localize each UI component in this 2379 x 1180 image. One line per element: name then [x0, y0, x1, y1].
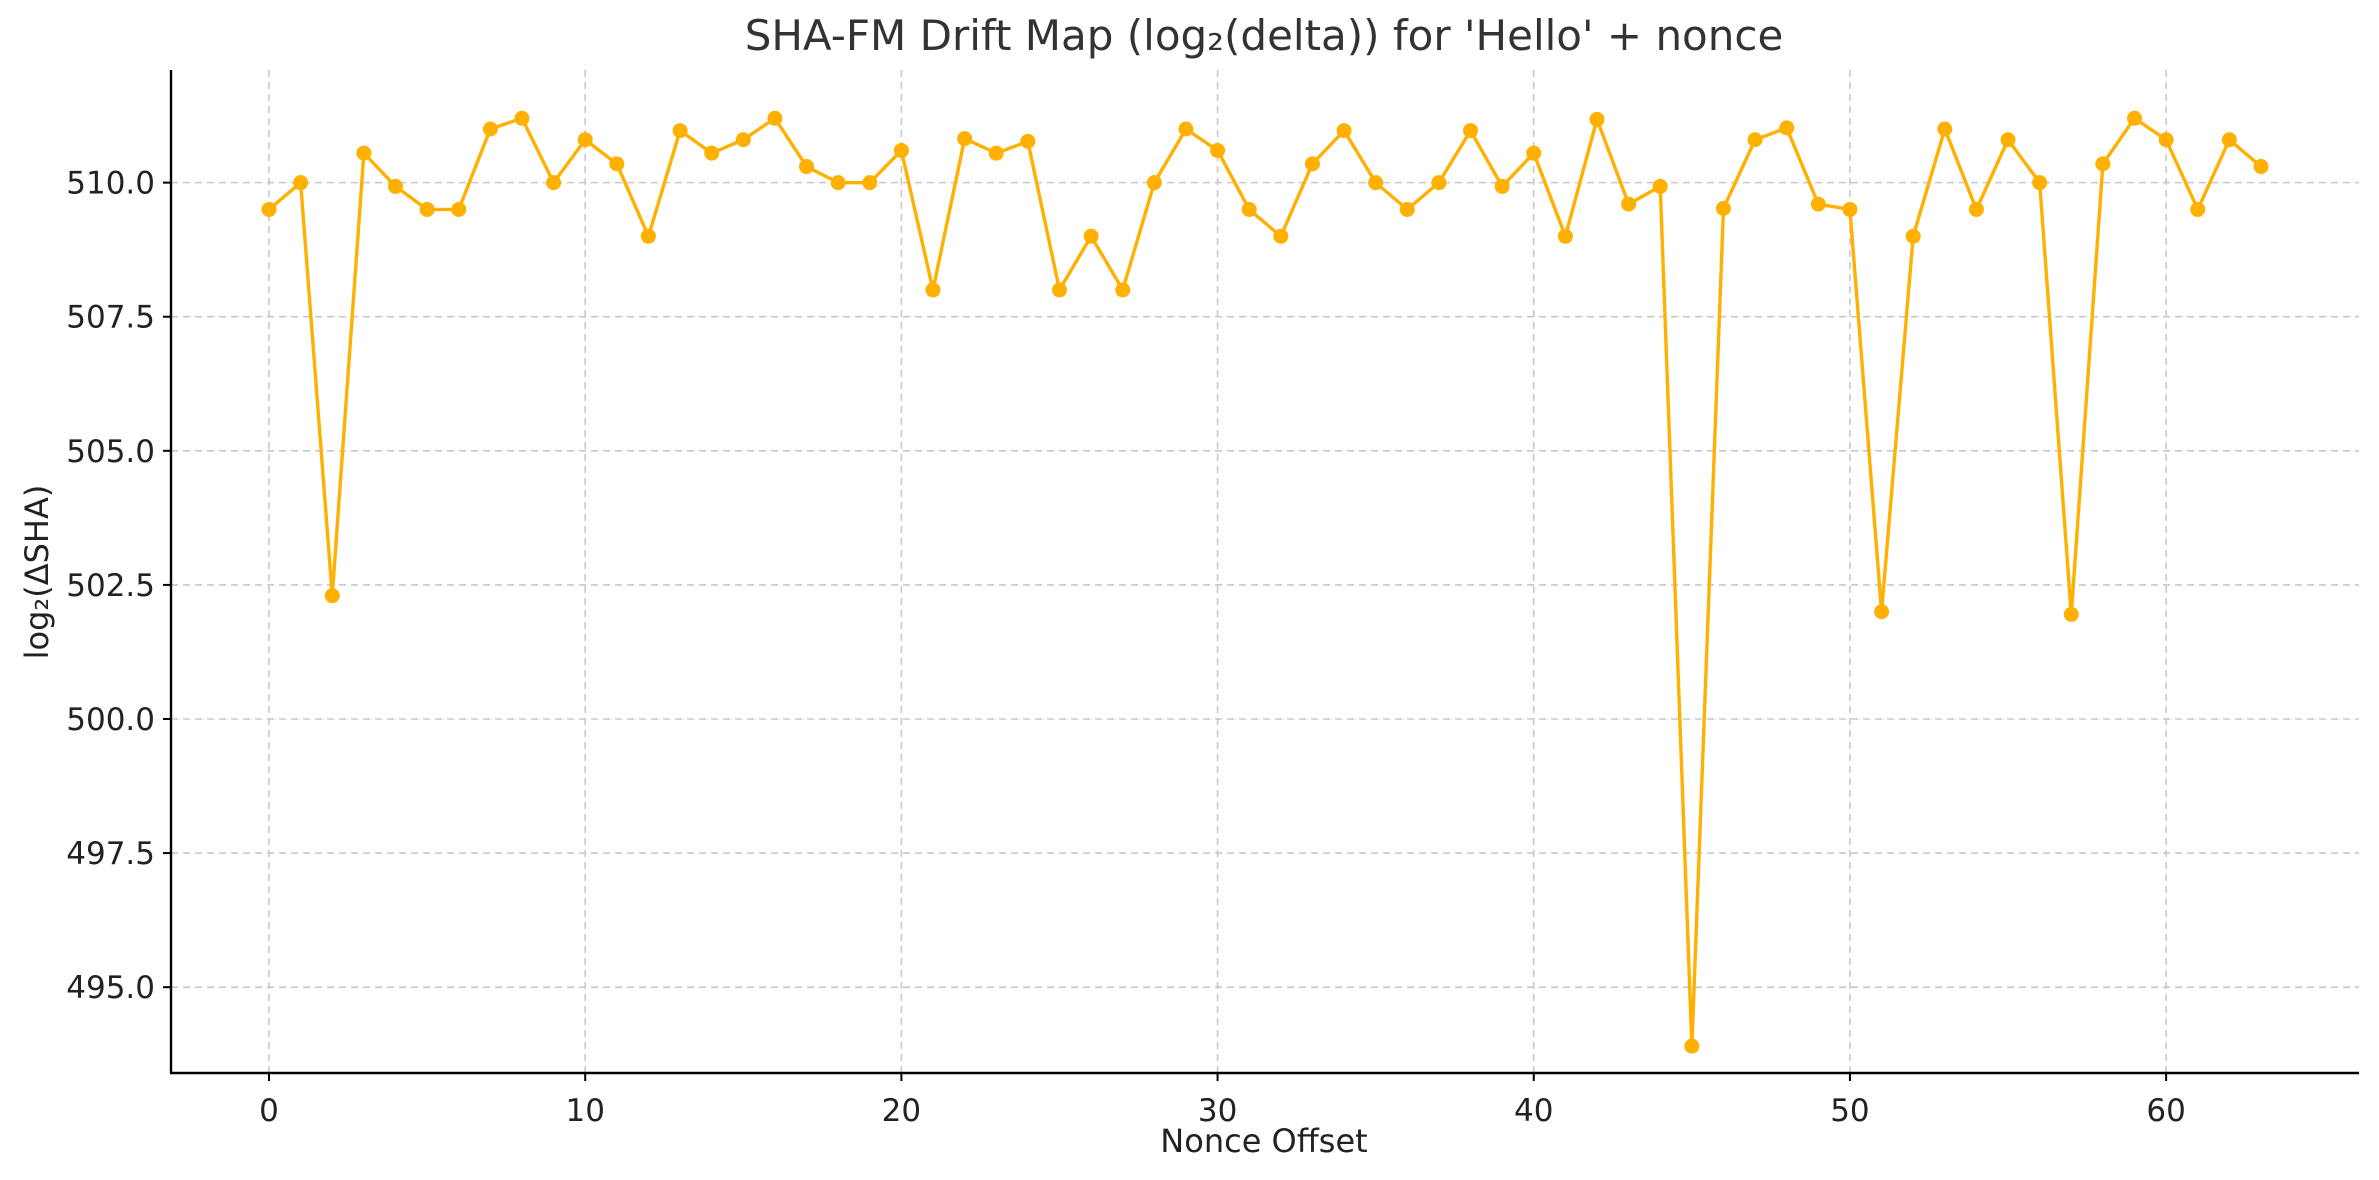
data-point [2127, 110, 2143, 126]
data-point [387, 178, 403, 194]
data-point [2158, 132, 2174, 148]
data-point [735, 132, 751, 148]
data-point [261, 201, 277, 217]
data-point [767, 110, 783, 126]
data-point [2221, 132, 2237, 148]
grid [171, 70, 2359, 1073]
data-point [830, 175, 846, 191]
y-tick-label: 500.0 [66, 702, 155, 738]
data-point [1115, 282, 1131, 298]
y-tick-label: 495.0 [66, 970, 155, 1006]
y-tick-label: 510.0 [66, 166, 155, 202]
chart-title: SHA-FM Drift Map (log₂(delta)) for 'Hell… [745, 11, 1784, 60]
data-point [1336, 123, 1352, 139]
data-point [482, 121, 498, 137]
data-point [1589, 111, 1605, 127]
data-point [957, 131, 973, 147]
series-line [267, 116, 2263, 1048]
data-point [988, 145, 1004, 161]
data-point [356, 145, 372, 161]
data-point [1463, 123, 1479, 139]
y-tick-label: 505.0 [66, 434, 155, 470]
data-point [1874, 604, 1890, 620]
data-point [1905, 228, 1921, 244]
data-point [1779, 120, 1795, 136]
data-point [577, 132, 593, 148]
data-series [261, 110, 2269, 1054]
data-point [1621, 196, 1637, 212]
y-axis-ticks: 495.0 497.5 500.0 502.5 505.0 507.5 510.0 [66, 166, 171, 1006]
data-point [2190, 201, 2206, 217]
x-axis-label: Nonce Offset [1160, 1122, 1367, 1160]
data-point [1368, 175, 1384, 191]
data-point [640, 228, 656, 244]
data-point [1051, 282, 1067, 298]
data-point [1715, 200, 1731, 216]
data-point [1652, 178, 1668, 194]
data-point [514, 110, 530, 126]
data-point [2095, 156, 2111, 172]
data-point [1431, 175, 1447, 191]
data-point [1020, 133, 1036, 149]
data-point [546, 175, 562, 191]
data-point [2253, 159, 2269, 175]
x-tick-label: 20 [882, 1093, 921, 1129]
x-tick-label: 30 [1198, 1093, 1237, 1129]
data-point [893, 142, 909, 158]
data-point [1557, 228, 1573, 244]
data-point [1241, 201, 1257, 217]
data-point [451, 201, 467, 217]
data-point [799, 159, 815, 175]
data-point [2000, 132, 2016, 148]
x-tick-label: 10 [565, 1093, 604, 1129]
y-tick-label: 507.5 [66, 300, 155, 336]
data-point [862, 175, 878, 191]
data-point [1210, 142, 1226, 158]
data-point [1146, 175, 1162, 191]
data-point [2063, 606, 2079, 622]
y-axis-label: log₂(ΔSHA) [18, 485, 56, 660]
data-point [324, 588, 340, 604]
data-point [293, 175, 309, 191]
data-point [925, 282, 941, 298]
data-point [609, 156, 625, 172]
y-tick-label: 502.5 [66, 568, 155, 604]
data-point [1494, 178, 1510, 194]
x-tick-label: 60 [2146, 1093, 2185, 1129]
data-point [1747, 132, 1763, 148]
data-point [1968, 201, 1984, 217]
data-point [672, 123, 688, 139]
data-point [704, 145, 720, 161]
data-point [1937, 121, 1953, 137]
data-point [1083, 228, 1099, 244]
axes-spines [169, 70, 2359, 1075]
data-point [1684, 1038, 1700, 1054]
data-point [1273, 228, 1289, 244]
data-point [1399, 201, 1415, 217]
data-point [419, 201, 435, 217]
data-point [1842, 201, 1858, 217]
x-tick-label: 50 [1830, 1093, 1869, 1129]
data-point [1810, 196, 1826, 212]
data-point [1304, 156, 1320, 172]
data-point [1526, 145, 1542, 161]
x-axis-ticks: 0 10 20 30 40 50 60 [259, 1073, 2186, 1129]
data-point [2032, 175, 2048, 191]
y-tick-label: 497.5 [66, 836, 155, 872]
x-tick-label: 0 [259, 1093, 279, 1129]
x-tick-label: 40 [1514, 1093, 1553, 1129]
data-point [1178, 121, 1194, 137]
